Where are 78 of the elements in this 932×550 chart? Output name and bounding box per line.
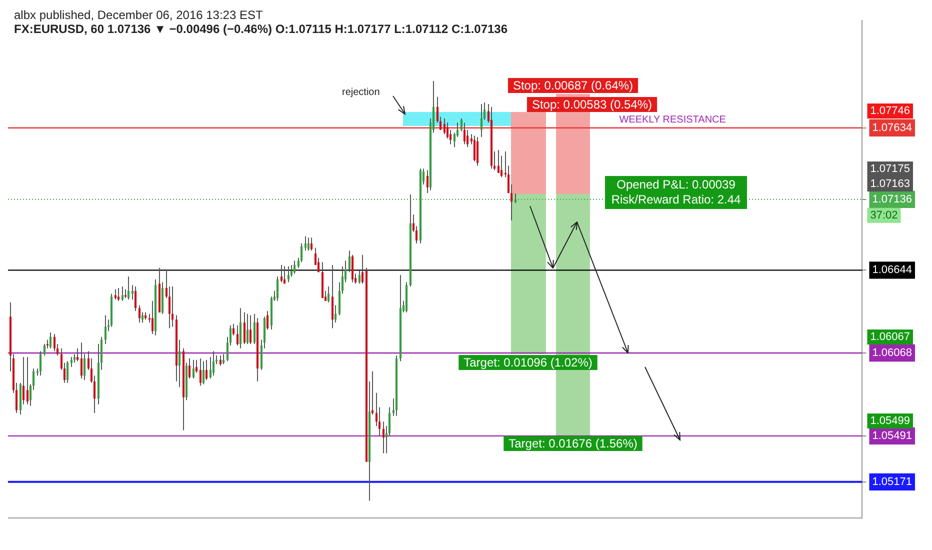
candlestick <box>117 287 120 302</box>
candlestick <box>293 260 296 274</box>
candlestick <box>476 136 479 166</box>
candlestick <box>310 237 313 252</box>
candlestick <box>358 270 361 284</box>
y-tick-label: 1.06644 <box>872 264 912 276</box>
text: 1.05499 <box>870 415 910 428</box>
candlestick <box>205 359 208 380</box>
y-tick-label: 1.05171 <box>872 476 912 488</box>
candlestick <box>473 135 476 162</box>
candlestick <box>39 350 42 376</box>
chart-subtitle: albx published, December 06, 2016 13:23 EST <box>14 8 264 22</box>
candlestick <box>83 354 86 380</box>
candlestick <box>188 358 191 380</box>
candlestick <box>151 300 154 334</box>
candlestick <box>243 312 246 345</box>
candlestick <box>382 421 385 454</box>
annotation: Target: 0.01096 (1.02%) <box>464 355 592 370</box>
annotation: Opened P&L: 0.00039 Risk/Reward Ratio: 2.44 <box>611 177 742 206</box>
candlestick <box>43 344 46 356</box>
candlestick <box>171 286 174 328</box>
annotation: Stop: 0.00687 (0.64%) <box>512 78 634 92</box>
candlestick <box>212 350 215 376</box>
candlestick <box>76 348 79 362</box>
candlestick <box>66 360 69 384</box>
candlestick <box>334 304 337 323</box>
text: 1.07746 <box>870 105 910 118</box>
candlestick <box>480 103 483 138</box>
y-tick-label: 1.07136 <box>872 193 912 206</box>
chart-title: FX:EURUSD, 60 1.07136 ▼ −0.00496 (−0.46%) O:1.07115 H:1.07177 L:1.07112 C:1.07136 <box>14 22 508 36</box>
candlestick <box>317 257 320 273</box>
candlestick <box>232 323 235 336</box>
candlestick <box>192 359 195 380</box>
candlestick <box>199 358 202 386</box>
candlestick <box>239 308 242 349</box>
candlestick <box>49 332 52 349</box>
candlestick <box>497 149 500 174</box>
candlestick <box>246 313 249 345</box>
candlestick <box>80 342 83 380</box>
candlestick <box>53 333 56 352</box>
candlestick <box>121 286 124 302</box>
candlestick <box>178 339 181 388</box>
annotation: rejection <box>342 86 380 98</box>
candlestick <box>426 170 429 194</box>
candlestick <box>236 324 239 346</box>
candlestick <box>327 286 330 303</box>
y-tick-label: 1.07634 <box>872 122 912 134</box>
y-tick-label: 1.06068 <box>872 347 912 359</box>
annotation: Stop: 0.00583 (0.54%) <box>532 97 652 112</box>
candlestick <box>500 155 503 178</box>
y-tick-label: 1.05491 <box>872 430 912 442</box>
ref-line-label: WEEKLY RESISTANCE <box>619 114 726 126</box>
candlestick <box>443 118 446 135</box>
text: 1.06067 <box>870 331 910 344</box>
text: 1.07175 <box>870 163 910 176</box>
candlestick <box>276 276 279 302</box>
candlestick <box>26 356 29 405</box>
candlestick <box>22 356 25 405</box>
candlestick <box>351 254 354 283</box>
candlestick <box>114 288 117 300</box>
candlestick <box>331 264 334 329</box>
candlestick <box>280 264 283 283</box>
text: 37:02 <box>870 209 898 222</box>
candlestick <box>104 314 107 345</box>
candlestick <box>463 122 466 145</box>
annotation: Target: 0.01676 (1.56%) <box>508 436 638 450</box>
candlestick <box>287 266 290 283</box>
candlestick <box>253 313 256 345</box>
candlestick <box>307 237 310 252</box>
candlestick <box>134 286 137 312</box>
candlestick <box>249 314 252 345</box>
candlestick <box>348 250 351 273</box>
candlestick <box>127 276 130 300</box>
candlestick <box>361 254 364 284</box>
candlestick <box>138 304 141 323</box>
text: 1.07163 <box>870 178 910 190</box>
candlestick <box>202 360 205 385</box>
candlestick <box>514 193 517 204</box>
